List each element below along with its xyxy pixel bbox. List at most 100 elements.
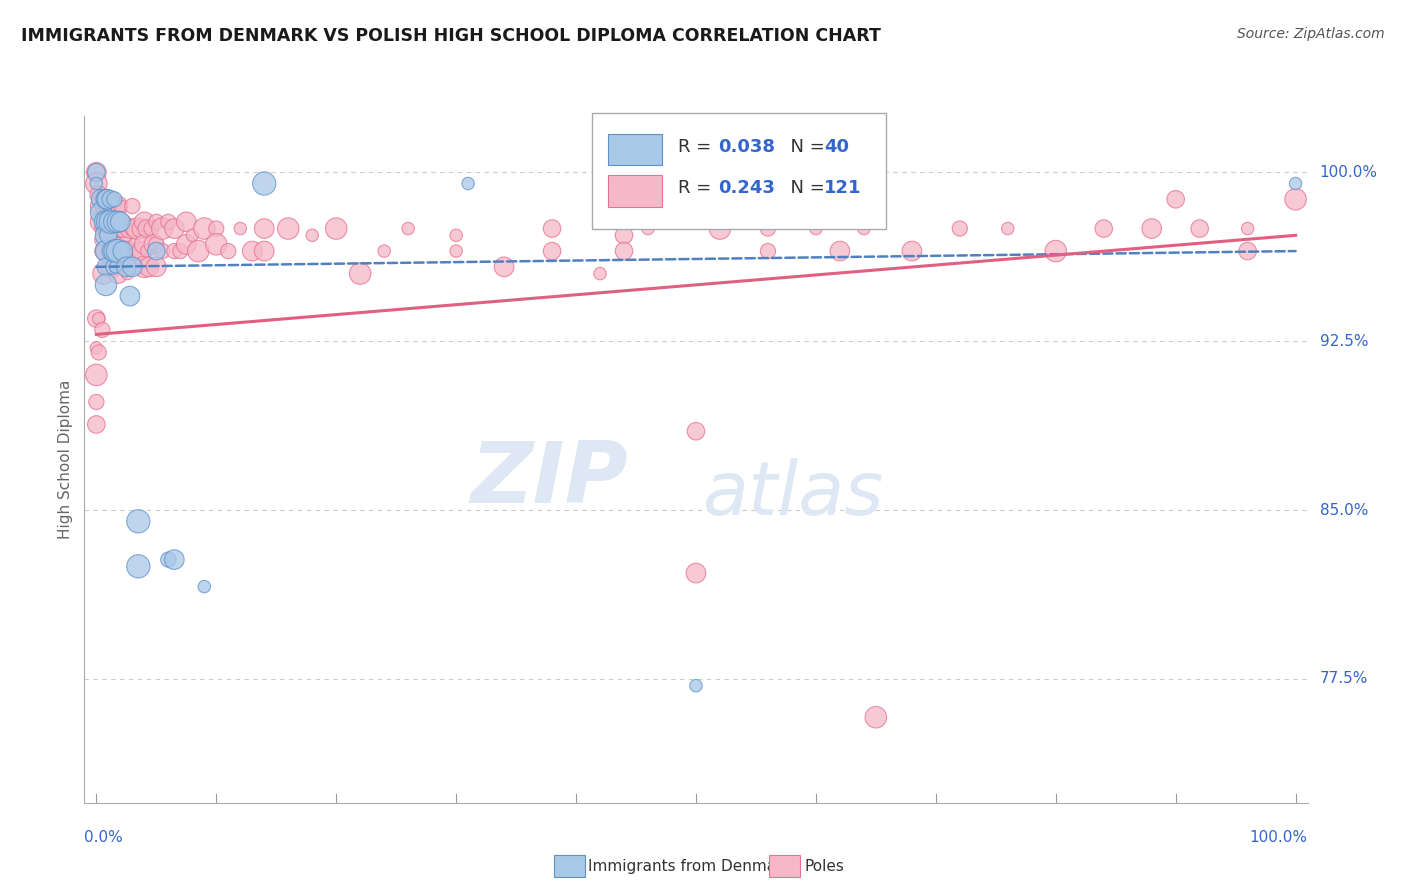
Point xyxy=(852,221,875,235)
Text: 0.243: 0.243 xyxy=(718,179,775,197)
Point xyxy=(169,244,191,258)
Point xyxy=(134,237,156,252)
Point xyxy=(541,221,564,235)
Point xyxy=(444,244,467,258)
Point xyxy=(97,244,120,258)
Point xyxy=(86,417,108,432)
Point xyxy=(115,260,138,274)
Point xyxy=(756,221,779,235)
Point xyxy=(110,244,132,258)
Text: 92.5%: 92.5% xyxy=(1320,334,1368,349)
Point xyxy=(117,267,139,281)
Point xyxy=(87,187,110,202)
Point xyxy=(86,368,108,382)
Point xyxy=(96,215,118,229)
Point xyxy=(1092,221,1115,235)
Point xyxy=(253,244,276,258)
Point xyxy=(107,215,129,229)
Point xyxy=(901,244,924,258)
Text: Immigrants from Denmark: Immigrants from Denmark xyxy=(588,859,792,873)
Point xyxy=(277,221,299,235)
Point xyxy=(127,559,149,574)
Point xyxy=(637,221,659,235)
Text: IMMIGRANTS FROM DENMARK VS POLISH HIGH SCHOOL DIPLOMA CORRELATION CHART: IMMIGRANTS FROM DENMARK VS POLISH HIGH S… xyxy=(21,27,882,45)
Point xyxy=(101,244,124,258)
Point xyxy=(100,244,122,258)
Point xyxy=(174,215,197,229)
Point xyxy=(150,221,173,235)
Text: 40: 40 xyxy=(824,138,849,156)
Text: ZIP: ZIP xyxy=(471,439,628,522)
Point xyxy=(253,221,276,235)
Point xyxy=(103,221,125,235)
Point xyxy=(541,244,564,258)
Point xyxy=(118,289,141,303)
Point xyxy=(118,221,141,235)
Point xyxy=(135,221,157,235)
Point xyxy=(114,237,136,252)
Point xyxy=(217,244,239,258)
Point xyxy=(94,215,117,229)
Point xyxy=(114,215,136,229)
Point xyxy=(101,260,124,274)
Point xyxy=(145,215,167,229)
Point xyxy=(103,199,125,213)
Point xyxy=(163,552,186,566)
Text: 85.0%: 85.0% xyxy=(1320,502,1368,517)
Point xyxy=(107,267,129,281)
Point xyxy=(107,244,129,258)
Point xyxy=(94,192,117,206)
Point xyxy=(104,260,127,274)
Point xyxy=(709,221,731,235)
Point xyxy=(804,221,827,235)
Point xyxy=(373,244,395,258)
Point xyxy=(90,215,112,229)
FancyBboxPatch shape xyxy=(592,112,886,229)
Point xyxy=(301,228,323,243)
Point xyxy=(110,221,132,235)
Point xyxy=(111,244,134,258)
Point xyxy=(131,244,153,258)
Point xyxy=(145,244,167,258)
Point xyxy=(103,192,125,206)
Point xyxy=(142,237,165,252)
Point xyxy=(141,221,163,235)
Point xyxy=(101,221,124,235)
Text: 0.038: 0.038 xyxy=(718,138,775,156)
Point xyxy=(86,341,108,355)
Point xyxy=(91,233,114,247)
Point xyxy=(90,206,112,220)
Point xyxy=(110,215,132,229)
Point xyxy=(124,237,146,252)
Text: R =: R = xyxy=(678,179,717,197)
Point xyxy=(103,244,125,258)
Point xyxy=(104,237,127,252)
Point xyxy=(94,221,117,235)
Point xyxy=(1236,221,1258,235)
Point xyxy=(1284,177,1306,191)
Point xyxy=(396,221,419,235)
Point xyxy=(94,277,117,292)
Point xyxy=(87,311,110,326)
Point xyxy=(865,710,887,724)
Text: atlas: atlas xyxy=(703,458,884,530)
Point xyxy=(124,260,146,274)
Point xyxy=(111,221,134,235)
Point xyxy=(150,244,173,258)
Text: 100.0%: 100.0% xyxy=(1250,830,1308,845)
Point xyxy=(685,566,707,580)
Point xyxy=(93,199,115,213)
Point xyxy=(86,311,108,326)
Point xyxy=(128,244,150,258)
Point xyxy=(828,244,851,258)
Point xyxy=(121,199,143,213)
Point xyxy=(90,192,112,206)
Point xyxy=(86,177,108,191)
Point xyxy=(94,199,117,213)
Text: 77.5%: 77.5% xyxy=(1320,672,1368,687)
Y-axis label: High School Diploma: High School Diploma xyxy=(58,380,73,539)
Point xyxy=(100,215,122,229)
Point xyxy=(145,237,167,252)
Point xyxy=(444,228,467,243)
Point xyxy=(93,221,115,235)
